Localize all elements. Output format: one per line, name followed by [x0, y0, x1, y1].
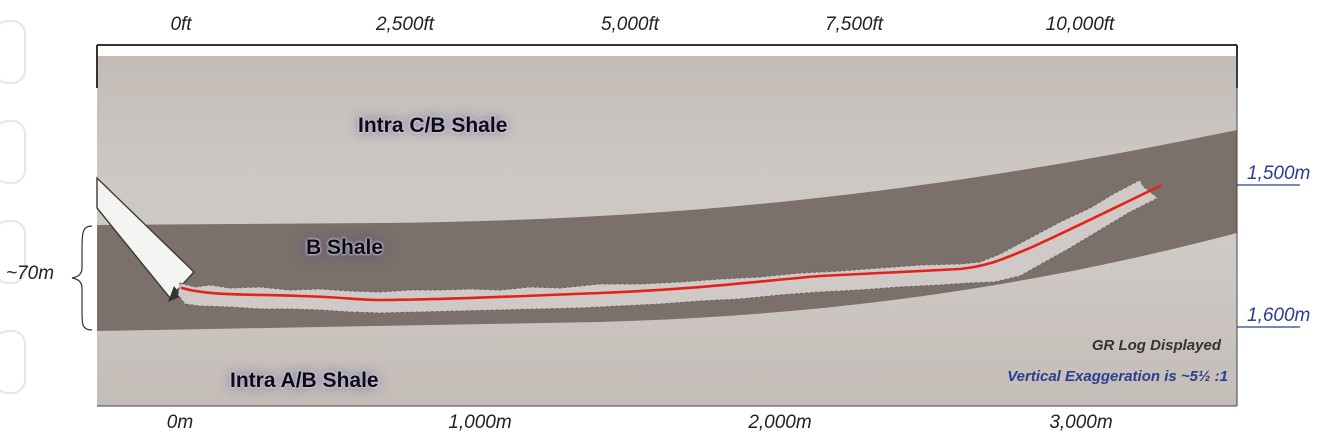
casing-shoe — [168, 286, 182, 302]
vertical-exaggeration-note: Vertical Exaggeration is ~5½ :1 — [1007, 368, 1228, 385]
unit-label-intra-ab-shale: Intra A/B Shale — [230, 369, 379, 392]
top-axis-label-10000ft: 10,000ft — [1045, 14, 1115, 35]
watermark-shape — [0, 220, 26, 284]
thickness-brace — [71, 225, 93, 331]
unit-label-intra-cb-shale: Intra C/B Shale — [358, 114, 508, 137]
bottom-axis-label-2000m: 2,000m — [748, 412, 812, 433]
wellbore-trace — [180, 184, 1162, 302]
top-axis-label-2500ft: 2,500ft — [375, 14, 435, 35]
gr-log-envelope — [177, 179, 1159, 314]
thickness-label: ~70m — [6, 263, 55, 284]
watermark-shape — [0, 20, 26, 84]
intra-ab-shale-layer — [97, 233, 1237, 406]
bottom-axis-label-3000m: 3,000m — [1049, 412, 1113, 433]
watermark-shape — [0, 330, 26, 394]
unit-label-b-shale: B Shale — [306, 236, 384, 259]
top-axis-label-5000ft: 5,000ft — [600, 14, 660, 35]
top-axis-label-0ft: 0ft — [170, 14, 192, 35]
bottom-axis-label-1000m: 1,000m — [448, 412, 512, 433]
bottom-axis-label-0m: 0m — [166, 412, 194, 433]
depth-label-1500m: 1,500m — [1247, 163, 1311, 184]
top-axis-label-7500ft: 7,500ft — [824, 14, 884, 35]
watermark-shape — [0, 120, 26, 184]
gr-log-note: GR Log Displayed — [1091, 337, 1221, 354]
depth-label-1600m: 1,600m — [1247, 305, 1311, 326]
